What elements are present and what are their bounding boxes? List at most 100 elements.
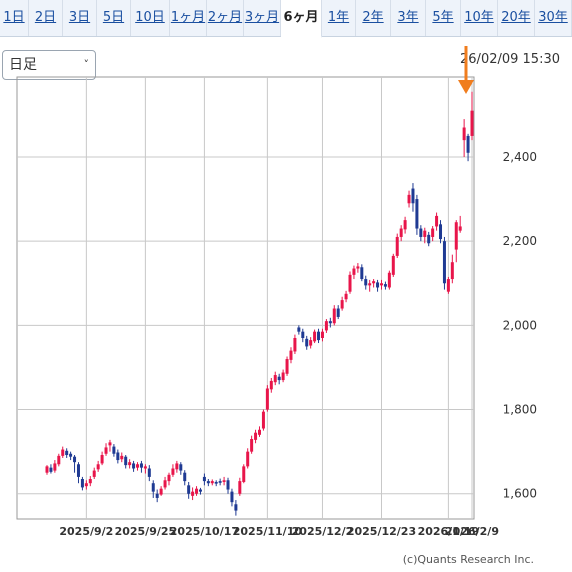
candle-body (198, 489, 202, 492)
candle-body (387, 272, 391, 288)
candle-body (69, 453, 73, 457)
candle-body (163, 480, 167, 488)
candle-body (277, 376, 281, 381)
tab-period-9[interactable]: 1年 (322, 0, 356, 36)
tab-period-2[interactable]: 3日 (63, 0, 97, 36)
candle-body (372, 281, 376, 284)
candlestick-series (45, 91, 474, 516)
x-axis-ticks: 2025/9/2 2025/9/252025/10/172025/11/10202… (59, 525, 499, 538)
candle-body (427, 234, 431, 244)
candle-body (458, 226, 462, 231)
plot-frame (16, 76, 475, 520)
candle-body (195, 488, 199, 494)
copyright-notice: (c)Quants Research Inc. (402, 553, 534, 566)
candle-body (348, 274, 352, 292)
candle-body (65, 450, 69, 456)
candle-body (254, 432, 258, 440)
interval-select[interactable]: 日足 ˅ (2, 50, 96, 80)
y-tick-label: 2,000 (503, 318, 537, 332)
y-tick-label: 1,600 (503, 487, 537, 501)
tab-period-5[interactable]: 1ヶ月 (170, 0, 207, 36)
candle-body (206, 481, 210, 484)
candle-body (88, 479, 92, 484)
candle-body (313, 331, 317, 342)
candle-body (395, 236, 399, 256)
candle-body (136, 464, 140, 468)
candle-body (403, 220, 407, 230)
candle-body (226, 480, 230, 490)
candle-body (61, 449, 65, 456)
candle-body (171, 468, 175, 475)
candle-body (179, 464, 183, 471)
candle-body (214, 481, 218, 484)
candle-body (218, 481, 222, 483)
candle-body (76, 464, 80, 477)
candle-body (230, 491, 234, 503)
candle-body (80, 479, 84, 488)
tab-period-14[interactable]: 20年 (498, 0, 535, 36)
candle-body (132, 463, 136, 469)
candle-body (151, 483, 155, 492)
candle-body (84, 483, 88, 487)
candle-body (57, 455, 61, 465)
candle-body (273, 375, 277, 383)
candle-body (324, 321, 328, 331)
candle-body (439, 224, 443, 240)
candle-body (96, 464, 100, 470)
candle-body (53, 463, 57, 471)
candle-body (147, 468, 151, 477)
candle-body (360, 267, 364, 280)
y-tick-label: 1,800 (503, 403, 537, 417)
candle-body (238, 481, 242, 494)
candle-body (155, 493, 159, 498)
tab-period-1[interactable]: 2日 (29, 0, 63, 36)
candle-body (116, 452, 120, 461)
tab-period-4[interactable]: 10日 (131, 0, 170, 36)
candle-body (391, 255, 395, 275)
candle-body (293, 337, 297, 352)
candle-body (281, 372, 285, 381)
candle-body (332, 308, 336, 324)
candle-body (419, 228, 423, 237)
tab-period-6[interactable]: 2ヶ月 (207, 0, 244, 36)
candle-body (143, 466, 147, 469)
x-tick-label: 2025/9/2 (59, 525, 113, 538)
tab-period-11[interactable]: 3年 (391, 0, 426, 36)
tab-period-8[interactable]: 6ヶ月 (281, 0, 322, 38)
tab-period-0[interactable]: 1日 (0, 0, 29, 36)
price-timestamp: 26/02/09 15:30 (460, 52, 560, 67)
y-tick-label: 2,200 (503, 234, 537, 248)
arrow-down-icon (458, 80, 474, 94)
tab-period-3[interactable]: 5日 (97, 0, 131, 36)
candle-body (112, 446, 116, 454)
candle-body (383, 284, 387, 287)
candle-body (320, 331, 324, 338)
tab-period-12[interactable]: 5年 (426, 0, 461, 36)
candle-body (49, 467, 53, 472)
candle-body (297, 327, 301, 332)
candle-body (120, 455, 124, 460)
x-tick-label: 2025/12/23 (347, 525, 416, 538)
tab-period-13[interactable]: 10年 (461, 0, 498, 36)
candle-body (446, 279, 450, 292)
tab-period-10[interactable]: 2年 (356, 0, 391, 36)
candle-body (234, 504, 238, 511)
candle-body (104, 447, 108, 454)
chart-grid (16, 76, 475, 520)
candle-body (336, 308, 340, 317)
tab-period-7[interactable]: 3ヶ月 (244, 0, 281, 36)
candle-body (328, 321, 332, 324)
candle-body (340, 300, 344, 309)
y-tick-label: 2,400 (503, 150, 537, 164)
candle-body (210, 481, 214, 484)
candle-body (309, 340, 313, 346)
candle-body (352, 268, 356, 275)
candle-body (442, 241, 446, 284)
candle-body (265, 388, 269, 410)
candle-body (407, 194, 411, 204)
candle-body (368, 283, 372, 286)
candle-body (139, 463, 143, 468)
x-tick-label: 2025/12/2 (292, 525, 354, 538)
candle-body (466, 135, 470, 153)
